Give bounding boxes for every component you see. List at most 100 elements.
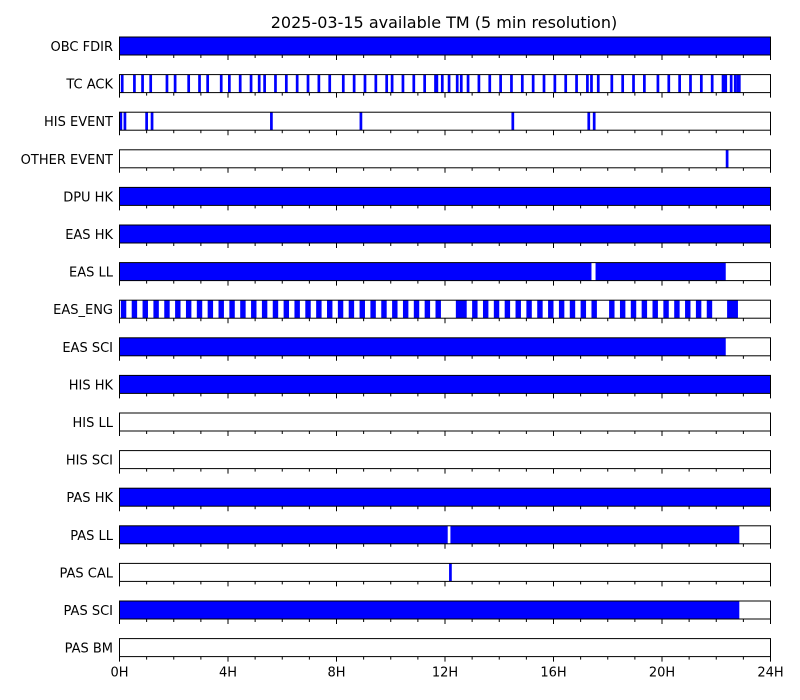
availability-bar	[499, 74, 502, 93]
availability-bar	[569, 300, 576, 319]
availability-bar	[455, 300, 467, 319]
x-tick-label: 4H	[219, 666, 237, 681]
availability-bar	[150, 112, 154, 131]
availability-bar	[652, 300, 658, 319]
row-label: OBC FDIR	[51, 40, 114, 55]
row-frame	[119, 111, 771, 131]
availability-bar	[141, 74, 144, 93]
availability-bar	[632, 74, 635, 93]
availability-bar	[449, 563, 452, 582]
availability-bar	[165, 74, 169, 93]
availability-bar	[240, 300, 246, 319]
availability-bar	[295, 74, 299, 93]
availability-bar	[580, 300, 587, 319]
availability-bar	[596, 74, 600, 93]
availability-bar	[548, 300, 554, 319]
row-frame	[119, 450, 771, 470]
availability-bar	[284, 74, 288, 93]
availability-bar	[504, 300, 511, 319]
availability-bar	[434, 74, 439, 93]
availability-bar	[119, 337, 726, 356]
availability-bar	[131, 300, 138, 319]
row-label: OTHER EVENT	[21, 153, 113, 168]
availability-bar	[359, 300, 365, 319]
availability-bar	[699, 74, 703, 93]
availability-bar	[119, 488, 771, 507]
availability-bar	[472, 300, 478, 319]
availability-bar	[447, 74, 451, 93]
availability-bar	[727, 300, 738, 319]
availability-bar	[435, 300, 441, 319]
availability-bar	[721, 74, 728, 93]
row-label: TC ACK	[65, 78, 113, 93]
availability-bar	[274, 74, 277, 93]
availability-bar	[305, 300, 311, 319]
availability-bar	[630, 300, 637, 319]
availability-bar	[621, 74, 625, 93]
availability-bar	[370, 300, 376, 319]
availability-bar	[526, 300, 532, 319]
availability-bar	[482, 300, 489, 319]
availability-bar	[401, 74, 405, 93]
availability-bar	[610, 74, 614, 93]
availability-bar	[663, 300, 669, 319]
availability-bar	[685, 300, 691, 319]
availability-bar	[119, 375, 771, 394]
availability-bar	[520, 74, 524, 93]
availability-bar	[119, 225, 771, 243]
availability-bar	[198, 74, 201, 93]
availability-bar	[531, 74, 535, 93]
row-frame	[119, 638, 771, 658]
availability-bar	[363, 74, 367, 93]
availability-bar	[317, 74, 321, 93]
availability-bar	[575, 74, 578, 93]
availability-bar	[515, 300, 521, 319]
availability-bar	[590, 74, 593, 93]
availability-bar	[187, 74, 191, 93]
availability-bar	[359, 112, 363, 131]
row-tc-ack: TC ACK	[65, 74, 771, 98]
availability-bar	[706, 300, 713, 319]
availability-bar	[219, 74, 223, 93]
availability-bar	[385, 74, 389, 93]
row-label: EAS LL	[69, 266, 114, 281]
x-tick-label: 8H	[327, 666, 345, 681]
row-label: EAS HK	[65, 228, 113, 243]
availability-bar	[558, 300, 565, 319]
availability-bar	[586, 74, 589, 93]
availability-bar	[175, 300, 181, 319]
availability-bar	[306, 74, 310, 93]
availability-bar	[374, 74, 378, 93]
row-frame	[119, 412, 771, 432]
availability-bar	[218, 300, 224, 319]
availability-bar	[592, 112, 596, 131]
availability-bar	[553, 74, 557, 93]
availability-bar	[261, 300, 268, 319]
availability-bar	[392, 300, 398, 319]
availability-bar	[120, 300, 127, 319]
availability-bar	[591, 300, 597, 319]
availability-bar	[142, 300, 148, 319]
availability-bar	[736, 74, 741, 93]
availability-bar	[729, 74, 733, 93]
row-eas-ll: EAS LL	[69, 262, 771, 286]
availability-bar	[595, 262, 726, 281]
availability-bar	[641, 300, 648, 319]
availability-bar	[119, 262, 592, 281]
x-tick-label: 20H	[649, 666, 675, 681]
availability-bar	[119, 601, 740, 619]
row-frame	[119, 562, 771, 582]
availability-bar	[412, 74, 416, 93]
availability-bar	[229, 300, 235, 319]
row-label: PAS HK	[66, 491, 113, 506]
availability-bar	[328, 74, 332, 93]
row-pas-cal: PAS CAL	[60, 562, 771, 587]
availability-bar	[493, 300, 500, 319]
availability-bar	[145, 112, 148, 131]
availability-bar	[381, 300, 387, 319]
availability-bar	[119, 112, 123, 131]
availability-bar	[272, 300, 279, 319]
availability-bar	[133, 74, 136, 93]
rows-group: OBC FDIR TC ACK HIS EVENT OTHER EVENT DPU HK…	[21, 36, 771, 662]
availability-bar	[348, 300, 355, 319]
